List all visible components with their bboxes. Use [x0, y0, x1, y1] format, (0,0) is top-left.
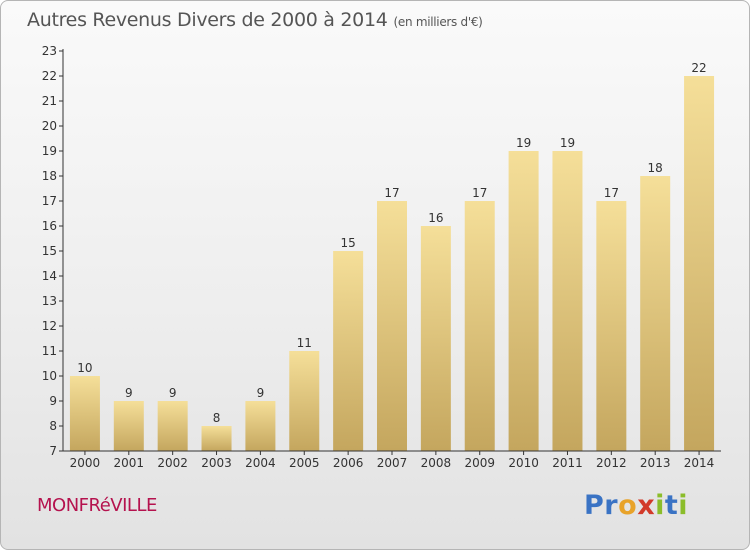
bar	[684, 76, 715, 451]
bar	[245, 401, 276, 451]
logo-letter: t	[664, 490, 679, 521]
bar-value-label: 9	[125, 386, 133, 400]
y-tick-label: 10	[42, 369, 57, 383]
y-tick-label: 14	[42, 269, 57, 283]
x-tick-label: 2004	[245, 456, 276, 470]
bars-group: 10 9 9 8 9 11 15 17 16 17 19 19 17 18 22	[69, 61, 715, 451]
bar	[289, 351, 320, 451]
bar-value-label: 17	[604, 186, 619, 200]
y-tick-label: 15	[42, 244, 57, 258]
y-tick-label: 23	[42, 44, 57, 58]
proxiti-logo[interactable]: Proxiti	[584, 490, 688, 521]
bar-value-label: 11	[297, 336, 312, 350]
y-tick-label: 20	[42, 119, 57, 133]
title-unit: (en milliers d'€)	[393, 15, 483, 29]
x-tick-label: 2007	[377, 456, 408, 470]
bar-value-label: 9	[257, 386, 265, 400]
bar	[113, 401, 144, 451]
logo-letter: i	[678, 490, 689, 521]
bar	[420, 226, 451, 451]
logo-letter: r	[604, 490, 619, 521]
chart-title: Autres Revenus Divers de 2000 à 2014 (en …	[27, 9, 483, 31]
y-tick-label: 17	[42, 194, 57, 208]
bar	[552, 151, 583, 451]
bar-value-label: 16	[428, 211, 443, 225]
bar	[377, 201, 407, 451]
bar-value-label: 10	[77, 361, 92, 375]
y-tick-label: 21	[42, 94, 57, 108]
y-tick-label: 7	[49, 444, 57, 458]
bar-value-label: 9	[169, 386, 177, 400]
bar-value-label: 17	[472, 186, 487, 200]
bar	[333, 251, 364, 451]
bar-value-label: 22	[691, 61, 706, 75]
x-tick-label: 2000	[70, 456, 101, 470]
x-tick-label: 2010	[508, 456, 539, 470]
y-tick-label: 12	[42, 319, 57, 333]
y-tick-label: 13	[42, 294, 57, 308]
bar-value-label: 19	[516, 136, 531, 150]
x-tick-label: 2001	[114, 456, 145, 470]
y-tick-label: 16	[42, 219, 57, 233]
x-tick-label: 2006	[333, 456, 364, 470]
bar-value-label: 8	[213, 411, 221, 425]
title-text: Autres Revenus Divers de 2000 à 2014	[27, 9, 388, 31]
x-tick-label: 2008	[421, 456, 452, 470]
bar	[596, 201, 627, 451]
bar	[201, 426, 232, 451]
y-tick-label: 11	[42, 344, 57, 358]
bar	[464, 201, 495, 451]
x-tick-label: 2005	[289, 456, 320, 470]
y-tick-label: 8	[49, 419, 57, 433]
x-tick-label: 2011	[552, 456, 583, 470]
y-tick-label: 19	[42, 144, 57, 158]
bar	[640, 176, 671, 451]
bar	[69, 376, 100, 451]
bar-value-label: 15	[340, 236, 355, 250]
axes-group: 7 8 9 10 11 12 13 14 15 16 17 18 19 20 21 22 23 2000 2001 2…	[42, 44, 721, 470]
logo-letter: o	[618, 490, 638, 521]
bar-value-label: 18	[648, 161, 663, 175]
logo-letter: i	[655, 490, 665, 521]
bar-value-label: 19	[560, 136, 575, 150]
x-tick-label: 2014	[684, 456, 715, 470]
bar	[508, 151, 539, 451]
y-tick-label: 9	[49, 394, 57, 408]
x-tick-label: 2003	[201, 456, 232, 470]
x-tick-label: 2002	[157, 456, 188, 470]
y-tick-label: 22	[42, 69, 57, 83]
logo-letter: P	[584, 490, 605, 521]
x-tick-label: 2013	[640, 456, 671, 470]
logo-letter: x	[637, 490, 656, 521]
x-tick-label: 2009	[464, 456, 495, 470]
town-name: MONFRéVILLE	[37, 495, 157, 516]
bar-value-label: 17	[384, 186, 399, 200]
bar	[157, 401, 188, 451]
y-tick-label: 18	[42, 169, 57, 183]
x-tick-label: 2012	[596, 456, 627, 470]
